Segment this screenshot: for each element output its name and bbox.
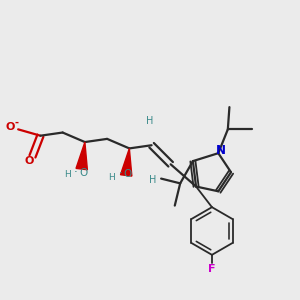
- Text: O: O: [79, 168, 87, 178]
- Text: ·: ·: [74, 166, 78, 179]
- Polygon shape: [76, 142, 87, 170]
- Polygon shape: [121, 148, 132, 176]
- Text: O: O: [5, 122, 15, 132]
- Text: N: N: [216, 144, 226, 157]
- Text: F: F: [208, 264, 216, 274]
- Text: H: H: [146, 116, 154, 126]
- Text: O: O: [25, 156, 34, 166]
- Text: H: H: [149, 175, 156, 185]
- Text: O: O: [124, 169, 132, 179]
- Text: -: -: [15, 117, 19, 128]
- Text: H: H: [64, 170, 71, 179]
- Text: H: H: [109, 172, 115, 182]
- Text: ·: ·: [118, 167, 122, 180]
